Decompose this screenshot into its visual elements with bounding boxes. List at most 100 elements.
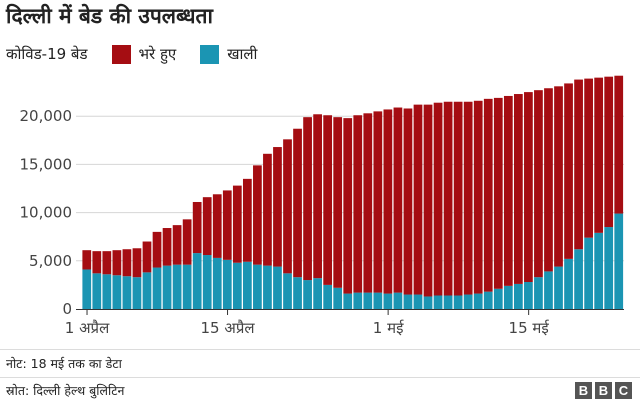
logo-letter: B xyxy=(595,382,612,399)
legend-item-filled: भरे हुए xyxy=(111,44,177,64)
bar-empty xyxy=(172,264,182,309)
bar-filled xyxy=(614,75,624,214)
bar-filled xyxy=(102,251,112,275)
y-tick-label: 5,000 xyxy=(29,252,72,270)
chart-area: 0 5,000 10,000 15,000 20,000 1 अप्रैल 15 अप्रै… xyxy=(20,75,624,337)
bar-filled xyxy=(604,76,614,228)
bar-filled xyxy=(413,104,423,295)
bar-empty xyxy=(293,277,302,309)
bar-filled xyxy=(182,219,192,265)
bar-empty xyxy=(614,213,624,309)
bar-filled xyxy=(303,117,312,281)
bar-filled xyxy=(544,88,553,272)
bar-empty xyxy=(132,277,142,309)
legend-text-empty: खाली xyxy=(227,45,258,63)
bar-filled xyxy=(293,128,302,278)
bar-filled xyxy=(242,178,252,262)
bar-filled xyxy=(574,79,583,250)
bar-empty xyxy=(232,262,242,309)
bar-filled xyxy=(323,115,333,285)
bar-filled xyxy=(473,100,483,294)
bar-empty xyxy=(373,292,383,309)
bar-empty xyxy=(192,253,202,309)
bar-empty xyxy=(544,271,553,309)
bar-filled xyxy=(192,201,202,254)
bar-empty xyxy=(102,274,112,309)
bar-empty xyxy=(283,273,292,309)
bar-empty xyxy=(212,257,222,309)
bar-filled xyxy=(82,250,92,270)
bar-filled xyxy=(594,77,604,233)
y-tick-label: 20,000 xyxy=(20,107,73,125)
bar-filled xyxy=(443,101,453,296)
bar-filled xyxy=(152,231,162,268)
bar-filled xyxy=(122,249,132,277)
bar-empty xyxy=(513,283,523,309)
legend-swatch-filled xyxy=(111,44,131,64)
bar-filled xyxy=(383,109,393,294)
bar-filled xyxy=(253,165,262,265)
footer: नोट: 18 मई तक का डेटा स्रोत: दिल्ली हेल्… xyxy=(0,347,640,405)
bar-filled xyxy=(313,114,322,279)
bar-empty xyxy=(152,267,162,309)
bar-filled xyxy=(162,228,172,266)
bar-empty xyxy=(303,280,312,309)
bar-empty xyxy=(343,293,353,309)
bar-empty xyxy=(112,275,122,309)
bar-empty xyxy=(503,285,513,309)
bar-filled xyxy=(132,248,142,278)
bar-filled xyxy=(463,101,473,295)
bar-filled xyxy=(433,102,443,296)
legend-item-empty: खाली xyxy=(200,44,257,64)
bar-empty xyxy=(463,294,473,309)
bar-empty xyxy=(594,232,604,309)
bar-empty xyxy=(604,227,614,309)
bar-empty xyxy=(313,278,322,309)
bar-filled xyxy=(453,101,463,296)
chart-title: दिल्ली में बेड की उपलब्धता xyxy=(6,4,213,28)
bar-empty xyxy=(413,294,423,309)
bar-empty xyxy=(333,287,343,309)
legend-text-filled: भरे हुए xyxy=(138,45,177,63)
bar-filled xyxy=(423,104,433,297)
bar-filled xyxy=(232,185,242,263)
bar-filled xyxy=(212,194,222,258)
y-tick-label: 0 xyxy=(62,300,72,318)
bar-empty xyxy=(564,258,573,309)
bar-empty xyxy=(534,277,543,309)
bar-filled xyxy=(202,197,212,256)
bar-empty xyxy=(122,276,132,309)
bar-filled xyxy=(273,147,282,267)
bbc-logo: B B C xyxy=(572,382,632,399)
bar-empty xyxy=(202,255,212,309)
source-text: स्रोत: दिल्ली हेल्थ बुलिटिन xyxy=(6,383,125,398)
note-text: नोट: 18 मई तक का डेटा xyxy=(6,356,122,371)
bar-empty xyxy=(142,272,152,309)
bar-filled xyxy=(373,111,383,293)
bar-empty xyxy=(554,266,563,309)
bar-filled xyxy=(363,113,373,293)
x-tick-label: 15 मई xyxy=(509,319,550,337)
bar-filled xyxy=(112,250,122,276)
bar-empty xyxy=(584,237,593,309)
legend-label: कोविड-19 बेड xyxy=(6,45,88,63)
bar-filled xyxy=(283,139,292,274)
bar-empty xyxy=(323,284,333,309)
bar-empty xyxy=(162,265,172,309)
bar-empty xyxy=(263,265,272,309)
bar-filled xyxy=(564,83,573,259)
bar-empty xyxy=(353,292,363,309)
bar-filled xyxy=(534,90,543,278)
bar-filled xyxy=(584,78,593,238)
bar-empty xyxy=(423,296,433,309)
divider-top xyxy=(0,349,640,350)
logo-letter: B xyxy=(575,382,592,399)
x-tick-label: 15 अप्रैल xyxy=(201,319,256,337)
bar-empty xyxy=(524,282,533,309)
bar-filled xyxy=(353,115,363,293)
bar-empty xyxy=(473,293,483,309)
y-tick-label: 10,000 xyxy=(20,204,73,222)
bar-filled xyxy=(554,86,563,267)
bar-empty xyxy=(443,295,453,309)
bar-filled xyxy=(493,97,503,289)
